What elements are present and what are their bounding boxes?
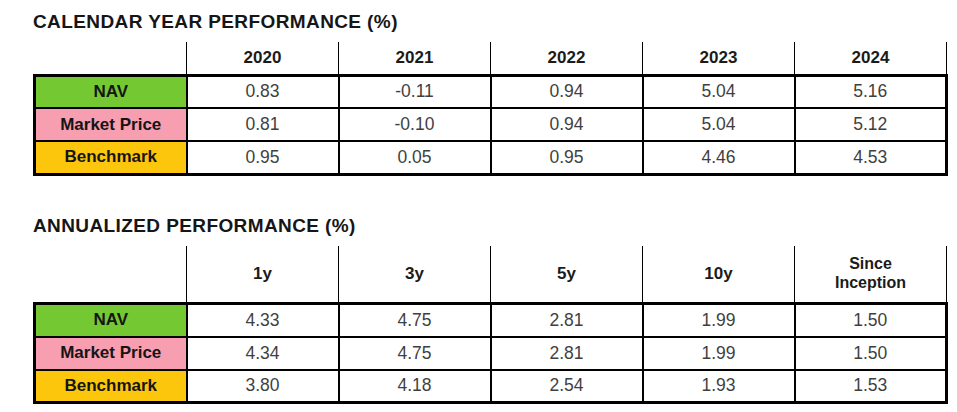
table-cell: 4.46 <box>643 141 795 174</box>
row-label-nav: NAV <box>35 75 187 108</box>
column-header-1y: 1y <box>187 246 339 304</box>
corner-cell <box>35 42 187 75</box>
table-cell: 5.16 <box>795 75 947 108</box>
calendar-performance-section: CALENDAR YEAR PERFORMANCE (%) 2020 2021 … <box>33 11 957 176</box>
table-cell: 4.75 <box>339 337 491 370</box>
table-cell: 0.95 <box>491 141 643 174</box>
table-cell: 1.93 <box>643 370 795 403</box>
table-cell: 2.81 <box>491 337 643 370</box>
row-label-benchmark: Benchmark <box>35 370 187 403</box>
table-row-benchmark: Benchmark 0.95 0.05 0.95 4.46 4.53 <box>35 141 947 174</box>
table-cell: 2.54 <box>491 370 643 403</box>
corner-cell <box>35 246 187 304</box>
column-header-2024: 2024 <box>795 42 947 75</box>
column-header-3y: 3y <box>339 246 491 304</box>
table-row-market-price: Market Price 4.34 4.75 2.81 1.99 1.50 <box>35 337 947 370</box>
calendar-performance-table: 2020 2021 2022 2023 2024 NAV 0.83 -0.11 … <box>33 42 948 176</box>
performance-sheet: CALENDAR YEAR PERFORMANCE (%) 2020 2021 … <box>0 0 957 404</box>
table-cell: -0.11 <box>339 75 491 108</box>
row-label-market-price: Market Price <box>35 337 187 370</box>
table-row-market-price: Market Price 0.81 -0.10 0.94 5.04 5.12 <box>35 108 947 141</box>
annualized-performance-table: 1y 3y 5y 10y Since Inception NAV 4.33 4.… <box>33 246 948 405</box>
table-cell: 5.04 <box>643 75 795 108</box>
annualized-performance-section: ANNUALIZED PERFORMANCE (%) 1y 3y 5y 10y … <box>33 215 957 405</box>
table-cell: 1.50 <box>795 337 947 370</box>
column-header-2021: 2021 <box>339 42 491 75</box>
table-cell: 2.81 <box>491 304 643 337</box>
table-row-benchmark: Benchmark 3.80 4.18 2.54 1.93 1.53 <box>35 370 947 403</box>
table-cell: 1.50 <box>795 304 947 337</box>
table-cell: 5.12 <box>795 108 947 141</box>
table-cell: 4.33 <box>187 304 339 337</box>
calendar-performance-title: CALENDAR YEAR PERFORMANCE (%) <box>33 11 957 33</box>
table-cell: 0.83 <box>187 75 339 108</box>
table-cell: 4.75 <box>339 304 491 337</box>
table-cell: 0.94 <box>491 75 643 108</box>
table-cell: 0.94 <box>491 108 643 141</box>
annualized-performance-title: ANNUALIZED PERFORMANCE (%) <box>33 215 957 237</box>
column-header-5y: 5y <box>491 246 643 304</box>
table-cell: 0.81 <box>187 108 339 141</box>
row-label-nav: NAV <box>35 304 187 337</box>
table-cell: 1.99 <box>643 304 795 337</box>
table-cell: 0.95 <box>187 141 339 174</box>
column-header-since-inception: Since Inception <box>795 246 947 304</box>
calendar-header-row: 2020 2021 2022 2023 2024 <box>35 42 947 75</box>
table-cell: 1.53 <box>795 370 947 403</box>
table-cell: 0.05 <box>339 141 491 174</box>
table-cell: 4.53 <box>795 141 947 174</box>
table-row-nav: NAV 0.83 -0.11 0.94 5.04 5.16 <box>35 75 947 108</box>
table-cell: 3.80 <box>187 370 339 403</box>
row-label-benchmark: Benchmark <box>35 141 187 174</box>
row-label-market-price: Market Price <box>35 108 187 141</box>
table-row-nav: NAV 4.33 4.75 2.81 1.99 1.50 <box>35 304 947 337</box>
column-header-10y: 10y <box>643 246 795 304</box>
table-cell: 5.04 <box>643 108 795 141</box>
annualized-header-row: 1y 3y 5y 10y Since Inception <box>35 246 947 304</box>
column-header-2023: 2023 <box>643 42 795 75</box>
since-inception-label: Since Inception <box>825 255 917 293</box>
table-cell: -0.10 <box>339 108 491 141</box>
column-header-2022: 2022 <box>491 42 643 75</box>
column-header-2020: 2020 <box>187 42 339 75</box>
table-cell: 4.18 <box>339 370 491 403</box>
table-cell: 1.99 <box>643 337 795 370</box>
table-cell: 4.34 <box>187 337 339 370</box>
